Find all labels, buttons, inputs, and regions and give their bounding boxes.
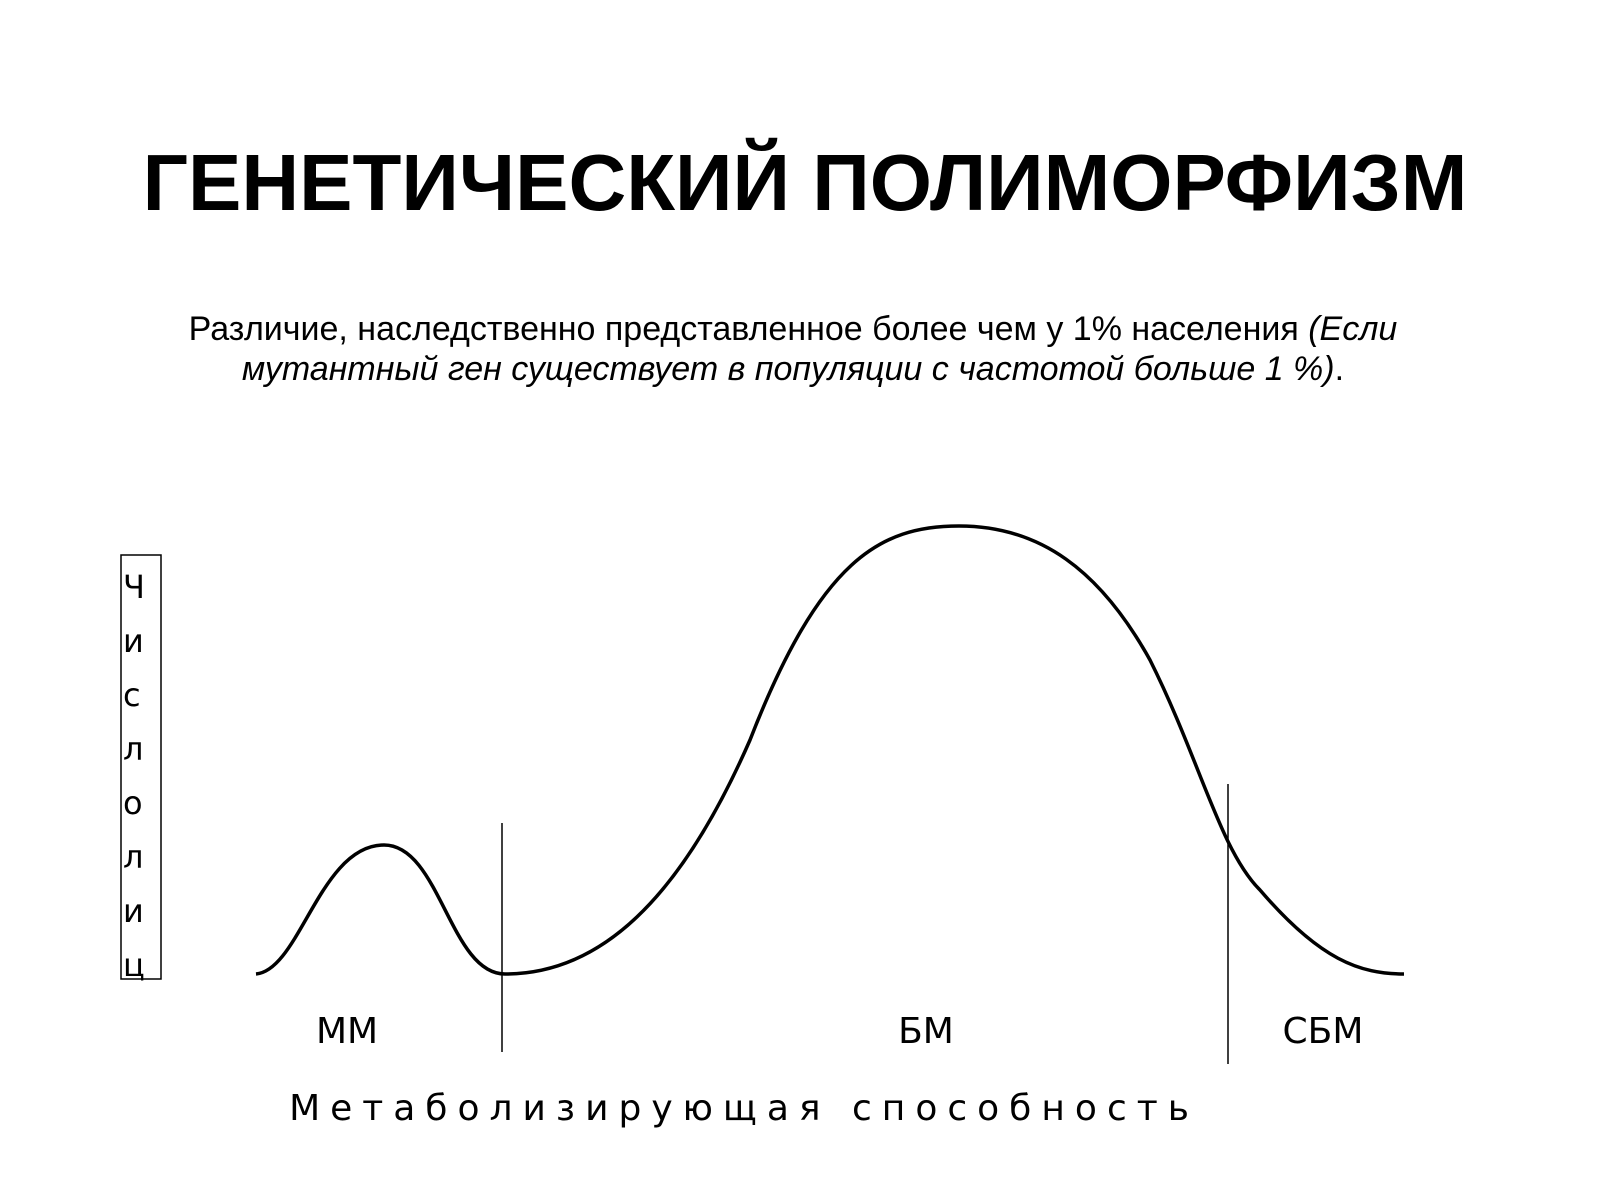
- subtitle-text: .: [1335, 350, 1344, 388]
- y-axis-letter: и: [123, 892, 144, 930]
- y-axis-letter: ц: [123, 946, 145, 984]
- subtitle-line-1: Различие, наследственно представленное б…: [189, 310, 1398, 348]
- subtitle-line-2: мутантный ген существует в популяции с ч…: [242, 350, 1344, 388]
- y-axis-letter: с: [123, 676, 141, 714]
- region-label: ММ: [316, 1011, 378, 1052]
- y-axis-letter: л: [123, 730, 143, 768]
- subtitle-italic: (Если: [1308, 310, 1397, 348]
- y-axis-letter: и: [123, 622, 144, 660]
- region-label: СБМ: [1283, 1011, 1364, 1052]
- x-axis-label: Метаболизирующая способность: [289, 1088, 1199, 1129]
- title: ГЕНЕТИЧЕСКИЙ ПОЛИМОРФИЗМ: [143, 137, 1468, 227]
- subtitle-italic: мутантный ген существует в популяции с ч…: [242, 350, 1335, 388]
- y-axis-letter: Ч: [123, 568, 145, 606]
- region-label: БМ: [898, 1011, 954, 1052]
- subtitle-text: Различие, наследственно представленное б…: [189, 310, 1309, 348]
- y-axis-letter: о: [123, 784, 143, 822]
- y-axis-letter: л: [123, 838, 143, 876]
- y-axis-label-box: [120, 554, 162, 980]
